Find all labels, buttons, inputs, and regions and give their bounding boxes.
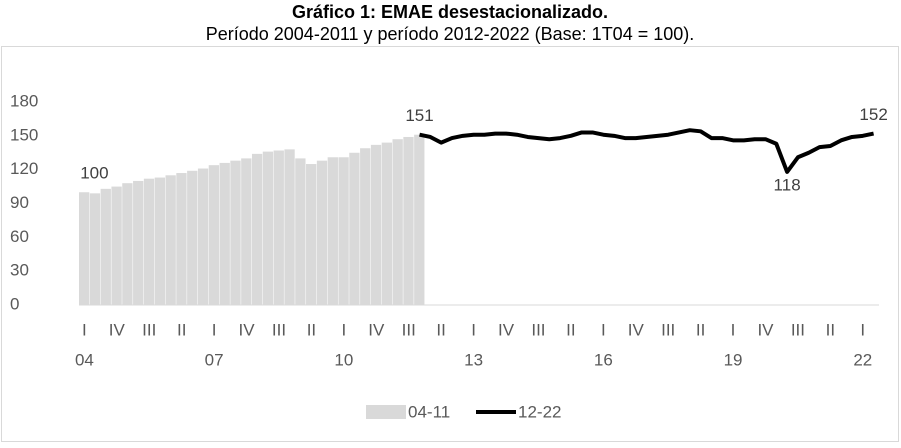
x-tick-label: III [791, 320, 805, 339]
x-tick-label: IV [368, 320, 385, 339]
legend-label: 04-11 [408, 402, 450, 421]
x-tick-label: III [142, 320, 156, 339]
legend-label: 12-22 [518, 402, 561, 421]
x-tick-label: IV [239, 320, 256, 339]
x-tick-label: III [402, 320, 416, 339]
y-tick-label: 60 [10, 227, 29, 246]
chart-frame [1, 46, 899, 442]
x-tick-label: IV [498, 320, 515, 339]
y-tick-label: 0 [10, 294, 19, 313]
x-tick-label: IV [109, 320, 126, 339]
x-tick-label: I [341, 320, 346, 339]
y-tick-label: 30 [10, 261, 29, 280]
bar [122, 183, 133, 305]
bar [251, 153, 263, 305]
x-tick-label: II [177, 320, 186, 339]
bar [143, 178, 155, 305]
bar [230, 160, 241, 305]
bar [273, 150, 284, 305]
bar [165, 175, 176, 305]
bar [306, 164, 317, 305]
bar [89, 193, 101, 305]
chart-subtitle: Período 2004-2011 y período 2012-2022 (B… [206, 24, 695, 44]
bar [327, 157, 338, 305]
bar [219, 162, 230, 305]
bar [197, 168, 209, 305]
bar [349, 152, 360, 305]
bar [295, 158, 306, 305]
bar [403, 136, 414, 305]
bar [338, 157, 349, 305]
x-tick-label: II [826, 320, 835, 339]
x-tick-label: III [661, 320, 675, 339]
y-tick-label: 120 [10, 159, 38, 178]
bar [133, 180, 144, 305]
x-year-label: 04 [75, 350, 94, 369]
chart-title: Gráfico 1: EMAE desestacionalizado. [292, 2, 608, 22]
x-tick-label: I [860, 320, 865, 339]
x-tick-label: I [471, 320, 476, 339]
x-tick-label: IV [757, 320, 774, 339]
x-tick-label: IV [628, 320, 645, 339]
x-tick-label: II [696, 320, 705, 339]
x-tick-label: I [601, 320, 606, 339]
bar [316, 160, 328, 305]
y-tick-label: 90 [10, 193, 29, 212]
bar [381, 142, 393, 305]
bar [187, 170, 198, 305]
x-tick-label: I [731, 320, 736, 339]
bar [241, 158, 252, 305]
bar [208, 165, 220, 305]
bar [176, 173, 187, 305]
x-tick-label: II [566, 320, 575, 339]
x-tick-label: III [531, 320, 545, 339]
x-tick-label: II [436, 320, 445, 339]
line [419, 128, 875, 174]
data-label: 100 [80, 164, 108, 183]
data-label: 152 [859, 105, 887, 124]
x-year-label: 16 [594, 350, 613, 369]
x-tick-label: I [82, 320, 87, 339]
x-tick-label: I [212, 320, 217, 339]
y-tick-label: 150 [10, 125, 38, 144]
x-year-label: 22 [853, 350, 872, 369]
y-tick-label: 180 [10, 91, 38, 110]
x-year-label: 13 [464, 350, 483, 369]
bar [392, 139, 403, 305]
bar [414, 134, 425, 305]
bar [262, 151, 274, 305]
data-label: 151 [405, 106, 433, 125]
bar [100, 188, 111, 305]
bar [111, 186, 122, 305]
bar [360, 148, 371, 305]
x-year-label: 19 [724, 350, 743, 369]
x-year-label: 07 [205, 350, 224, 369]
bar [284, 149, 295, 305]
x-year-label: 10 [334, 350, 353, 369]
bar [370, 144, 382, 305]
data-label: 118 [774, 175, 801, 194]
x-tick-label: II [307, 320, 316, 339]
legend-swatch [366, 405, 406, 419]
x-tick-label: III [272, 320, 286, 339]
bar [154, 177, 165, 305]
bar [79, 192, 90, 305]
